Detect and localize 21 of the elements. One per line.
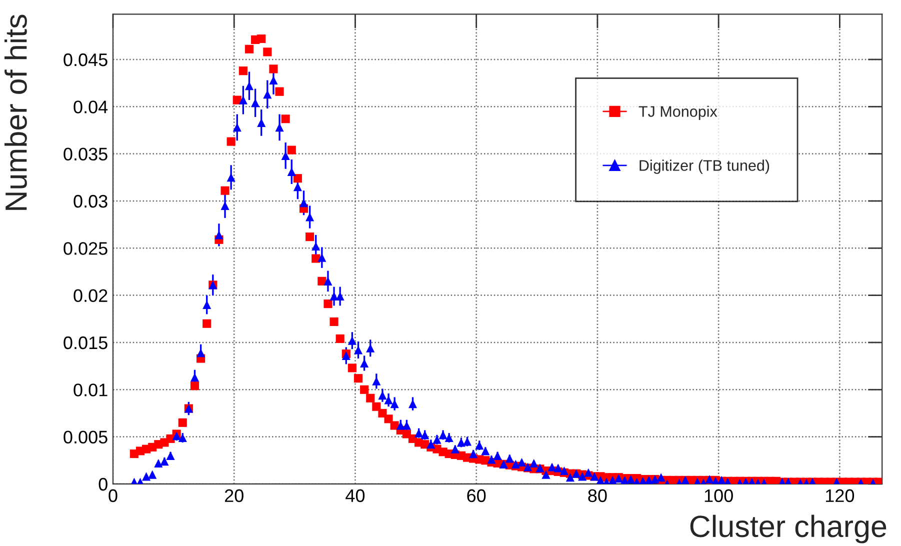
y-axis-title: Number of hits	[4, 14, 27, 210]
x-tick-label: 80	[588, 489, 607, 502]
x-axis-title: Cluster charge	[690, 514, 886, 544]
y-tick-label: 0.025	[64, 242, 108, 255]
y-tick-label: 0.03	[74, 194, 108, 208]
y-tick-label: 0.005	[64, 430, 108, 444]
x-tick-label: 60	[467, 489, 486, 502]
x-tick-label: 100	[704, 489, 733, 502]
y-tick-label: 0.04	[74, 100, 108, 114]
legend-label: TJ Monopix	[638, 106, 718, 120]
x-tick-label: 40	[346, 489, 365, 502]
y-tick-label: 0	[98, 478, 108, 491]
legend-label: Digitizer (TB tuned)	[640, 160, 770, 174]
x-tick-label: 120	[826, 489, 854, 502]
x-tick-label: 20	[224, 489, 244, 502]
y-tick-label: 0.01	[74, 384, 108, 396]
y-tick-label: 0.015	[64, 336, 108, 350]
y-tick-label: 0.02	[74, 289, 108, 302]
y-tick-label: 0.045	[64, 53, 108, 66]
x-tick-label: 0	[108, 489, 118, 502]
y-tick-label: 0.035	[64, 148, 108, 161]
